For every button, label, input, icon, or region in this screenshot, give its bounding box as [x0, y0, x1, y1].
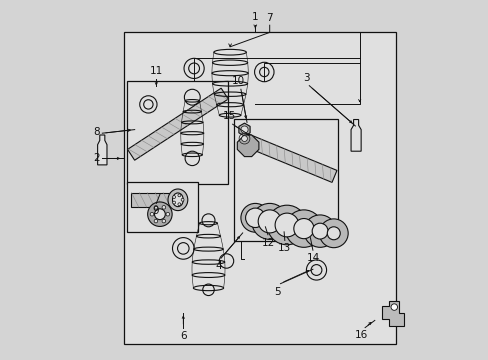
Text: 7: 7	[266, 13, 272, 23]
Circle shape	[154, 209, 165, 220]
Circle shape	[178, 203, 181, 206]
Text: 13: 13	[278, 243, 291, 253]
Circle shape	[147, 202, 172, 226]
Circle shape	[172, 195, 175, 198]
Circle shape	[162, 206, 165, 209]
Text: 3: 3	[303, 73, 309, 83]
Text: 1: 1	[251, 12, 258, 22]
Circle shape	[166, 212, 169, 216]
Circle shape	[241, 203, 269, 232]
Text: 5: 5	[274, 287, 281, 297]
Ellipse shape	[172, 193, 183, 207]
Polygon shape	[240, 132, 336, 183]
Polygon shape	[127, 88, 228, 160]
Text: 10: 10	[231, 76, 244, 86]
Circle shape	[143, 100, 153, 109]
Polygon shape	[350, 120, 361, 151]
Bar	[127, 182, 197, 232]
Circle shape	[259, 67, 268, 77]
Text: 4: 4	[215, 261, 222, 271]
Circle shape	[285, 210, 322, 247]
Polygon shape	[239, 123, 249, 136]
Circle shape	[310, 265, 321, 275]
Circle shape	[241, 136, 247, 141]
Text: 16: 16	[354, 330, 367, 340]
Bar	[123, 32, 395, 344]
Circle shape	[258, 210, 281, 233]
Polygon shape	[381, 301, 403, 326]
Polygon shape	[237, 135, 258, 157]
Text: 6: 6	[180, 331, 186, 341]
Circle shape	[293, 219, 313, 239]
Ellipse shape	[168, 189, 187, 211]
Circle shape	[154, 206, 158, 209]
Circle shape	[162, 219, 165, 223]
Circle shape	[251, 203, 287, 239]
Circle shape	[154, 219, 158, 223]
Text: 9: 9	[152, 206, 158, 216]
Circle shape	[172, 201, 175, 204]
Polygon shape	[98, 135, 107, 165]
Text: 2: 2	[93, 153, 100, 163]
Circle shape	[181, 198, 183, 201]
Circle shape	[311, 223, 327, 239]
Circle shape	[178, 194, 181, 197]
Text: 15: 15	[222, 111, 235, 121]
Circle shape	[177, 243, 189, 254]
Text: 8: 8	[93, 127, 100, 137]
Circle shape	[241, 126, 247, 133]
Circle shape	[390, 304, 397, 310]
Circle shape	[245, 208, 264, 228]
Circle shape	[150, 212, 153, 216]
Circle shape	[275, 213, 298, 237]
Circle shape	[303, 215, 336, 247]
Text: 12: 12	[262, 238, 275, 248]
Text: 14: 14	[306, 253, 320, 263]
Circle shape	[188, 63, 199, 74]
Text: 11: 11	[149, 66, 163, 76]
Circle shape	[266, 205, 306, 245]
Circle shape	[326, 227, 340, 240]
Polygon shape	[131, 193, 170, 207]
Bar	[127, 81, 228, 184]
Bar	[233, 119, 337, 241]
Circle shape	[319, 219, 347, 248]
